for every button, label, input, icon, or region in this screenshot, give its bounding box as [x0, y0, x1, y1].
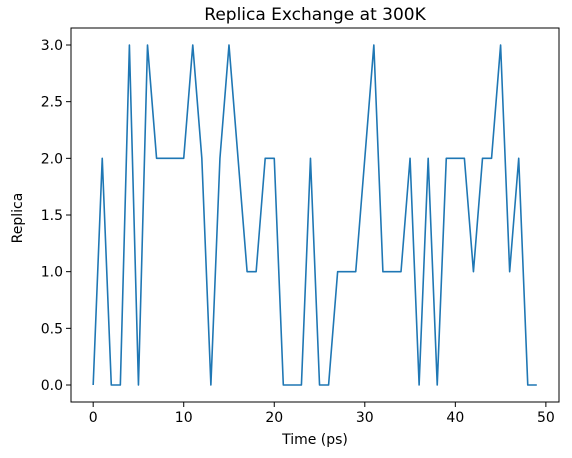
- x-tick-label: 0: [89, 410, 98, 426]
- plot-frame: [70, 27, 560, 403]
- chart-title: Replica Exchange at 300K: [204, 5, 426, 25]
- x-tick-label: 30: [356, 410, 374, 426]
- y-tick-label: 3.0: [41, 38, 63, 54]
- x-axis-label: Time (ps): [281, 432, 348, 448]
- plot-area: [92, 44, 537, 386]
- y-axis-ticks: 0.0 0.5 1.0 1.5 2.0 2.5 3.0: [41, 38, 71, 394]
- x-tick-label: 20: [265, 410, 283, 426]
- x-axis-ticks: 0 10 20 30 40 50: [89, 402, 555, 426]
- x-tick-label: 10: [175, 410, 193, 426]
- x-tick-label: 50: [537, 410, 555, 426]
- y-tick-label: 2.5: [41, 95, 63, 111]
- x-tick-label: 40: [446, 410, 464, 426]
- y-tick-label: 2.0: [41, 151, 63, 167]
- y-tick-label: 1.5: [41, 208, 63, 224]
- y-axis-label: Replica: [10, 193, 26, 244]
- y-tick-label: 0.5: [41, 321, 63, 337]
- series-line-0: [92, 44, 537, 386]
- y-tick-label: 0.0: [41, 378, 63, 394]
- y-tick-label: 1.0: [41, 265, 63, 281]
